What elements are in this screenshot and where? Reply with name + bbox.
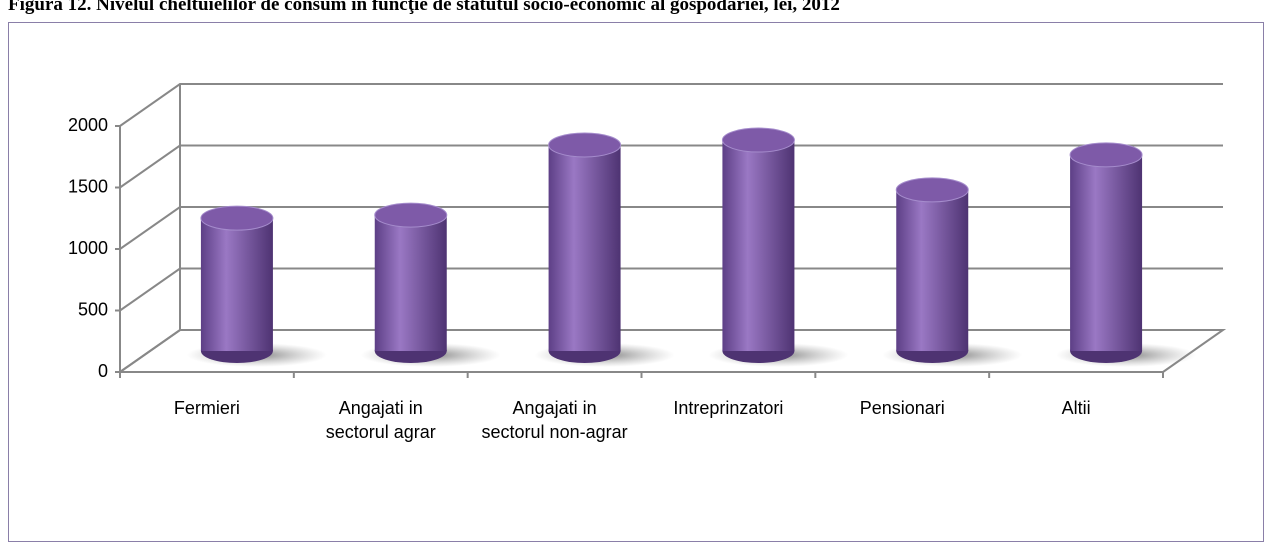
grid-line <box>119 144 1223 189</box>
grid-line <box>119 83 1223 127</box>
bar-top <box>374 202 448 228</box>
bar-top <box>548 132 622 158</box>
grid-line <box>119 329 1223 373</box>
x-tick-label: Intreprinzatori <box>673 398 784 418</box>
bar <box>374 215 447 351</box>
chart-title: Figura 12. Nivelul cheltuielilor de cons… <box>8 0 840 15</box>
page: Figura 12. Nivelul cheltuielilor de cons… <box>8 0 1264 542</box>
y-tick-label: 2000 <box>68 115 108 135</box>
x-tick-label: Angajati in sectorul agrar <box>325 398 436 442</box>
bar <box>1070 154 1143 351</box>
grid-line <box>119 267 1223 312</box>
bar-top <box>200 205 274 231</box>
bar <box>548 144 621 351</box>
y-tick-label: 500 <box>78 299 108 319</box>
y-tick-label: 0 <box>98 361 108 381</box>
bar <box>722 140 795 351</box>
grid-line <box>119 206 1223 250</box>
chart: 0 500 1000 1500 2000 <box>68 83 1227 381</box>
bar <box>200 218 273 351</box>
x-tick-label: Pensionari <box>859 398 945 418</box>
y-tick-label: 1500 <box>68 176 108 196</box>
y-tick-label: 1000 <box>68 238 108 258</box>
bar-top <box>721 127 795 153</box>
x-tick-label: Fermieri <box>173 398 240 418</box>
bar-top <box>895 177 969 203</box>
bar <box>896 189 969 351</box>
x-tick-label: Altii <box>1061 398 1091 418</box>
bar-top <box>1069 142 1143 168</box>
x-tick-label: Angajati in sectorul non-agrar <box>481 398 628 442</box>
